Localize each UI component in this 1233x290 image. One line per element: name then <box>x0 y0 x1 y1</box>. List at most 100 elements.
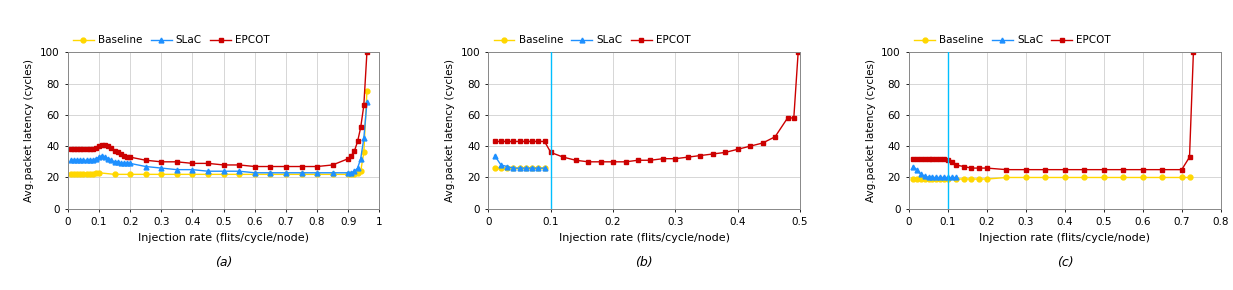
Baseline <box>154 173 169 176</box>
Baseline <box>85 173 100 176</box>
SLaC <box>525 166 540 170</box>
Baseline <box>79 173 94 176</box>
EPCOT <box>89 146 104 149</box>
Baseline <box>107 173 122 176</box>
SLaC <box>356 137 371 140</box>
EPCOT <box>656 157 671 160</box>
SLaC <box>263 171 277 175</box>
Baseline <box>64 173 79 176</box>
EPCOT <box>120 155 134 159</box>
EPCOT <box>340 157 355 160</box>
EPCOT <box>780 116 795 120</box>
EPCOT <box>948 163 963 167</box>
EPCOT <box>101 144 116 148</box>
EPCOT <box>116 154 131 157</box>
EPCOT <box>668 157 683 160</box>
Baseline <box>493 166 508 170</box>
Baseline <box>499 166 514 170</box>
Baseline <box>295 173 309 176</box>
Baseline <box>73 173 88 176</box>
EPCOT <box>593 160 608 164</box>
EPCOT <box>76 148 91 151</box>
EPCOT <box>295 165 309 168</box>
EPCOT <box>360 50 375 54</box>
Baseline <box>67 173 81 176</box>
EPCOT <box>79 148 94 151</box>
Baseline <box>1096 176 1111 179</box>
Baseline <box>89 171 104 175</box>
EPCOT <box>512 140 526 143</box>
EPCOT <box>356 104 371 107</box>
EPCOT <box>83 148 97 151</box>
Baseline <box>910 177 925 181</box>
EPCOT <box>605 160 620 164</box>
EPCOT <box>730 148 745 151</box>
Baseline <box>123 173 138 176</box>
Baseline <box>917 177 932 181</box>
SLaC <box>216 169 231 173</box>
Baseline <box>350 171 365 175</box>
Baseline <box>1018 176 1033 179</box>
Baseline <box>354 169 369 173</box>
SLaC <box>360 101 375 104</box>
Baseline <box>232 173 247 176</box>
EPCOT <box>91 144 106 148</box>
EPCOT <box>693 154 708 157</box>
EPCOT <box>326 163 340 167</box>
EPCOT <box>123 155 138 159</box>
SLaC <box>89 157 104 160</box>
Baseline <box>1155 176 1170 179</box>
EPCOT <box>499 140 514 143</box>
EPCOT <box>917 157 932 160</box>
EPCOT <box>95 143 110 146</box>
EPCOT <box>1058 168 1073 171</box>
EPCOT <box>921 157 936 160</box>
Baseline <box>531 166 546 170</box>
EPCOT <box>185 162 200 165</box>
EPCOT <box>644 159 658 162</box>
Baseline <box>248 173 263 176</box>
EPCOT <box>925 157 940 160</box>
EPCOT <box>933 157 948 160</box>
SLaC <box>933 176 948 179</box>
Baseline <box>1136 176 1150 179</box>
SLaC <box>354 157 369 160</box>
EPCOT <box>169 160 184 164</box>
Baseline <box>487 166 502 170</box>
EPCOT <box>97 143 112 146</box>
EPCOT <box>1076 168 1091 171</box>
SLaC <box>73 159 88 162</box>
SLaC <box>248 171 263 175</box>
EPCOT <box>248 165 263 168</box>
EPCOT <box>957 165 972 168</box>
Baseline <box>185 173 200 176</box>
Y-axis label: Avg.packet latency (cycles): Avg.packet latency (cycles) <box>445 59 455 202</box>
Baseline <box>1182 176 1197 179</box>
EPCOT <box>531 140 546 143</box>
Baseline <box>70 173 85 176</box>
EPCOT <box>70 148 85 151</box>
Baseline <box>948 177 963 181</box>
SLaC <box>538 166 552 170</box>
SLaC <box>120 162 134 165</box>
Line: SLaC: SLaC <box>910 164 958 180</box>
EPCOT <box>346 149 361 153</box>
EPCOT <box>1182 155 1197 159</box>
Baseline <box>512 166 526 170</box>
SLaC <box>83 159 97 162</box>
X-axis label: Injection rate (flits/cycle/node): Injection rate (flits/cycle/node) <box>559 233 730 243</box>
SLaC <box>97 155 112 159</box>
Baseline <box>91 171 106 175</box>
EPCOT <box>544 151 559 154</box>
EPCOT <box>910 157 925 160</box>
EPCOT <box>1136 168 1150 171</box>
SLaC <box>169 168 184 171</box>
EPCOT <box>104 146 118 149</box>
Baseline <box>506 166 520 170</box>
SLaC <box>506 166 520 170</box>
Line: Baseline: Baseline <box>910 175 1192 182</box>
EPCOT <box>309 165 324 168</box>
EPCOT <box>914 157 928 160</box>
EPCOT <box>1155 168 1170 171</box>
EPCOT <box>1186 50 1201 54</box>
